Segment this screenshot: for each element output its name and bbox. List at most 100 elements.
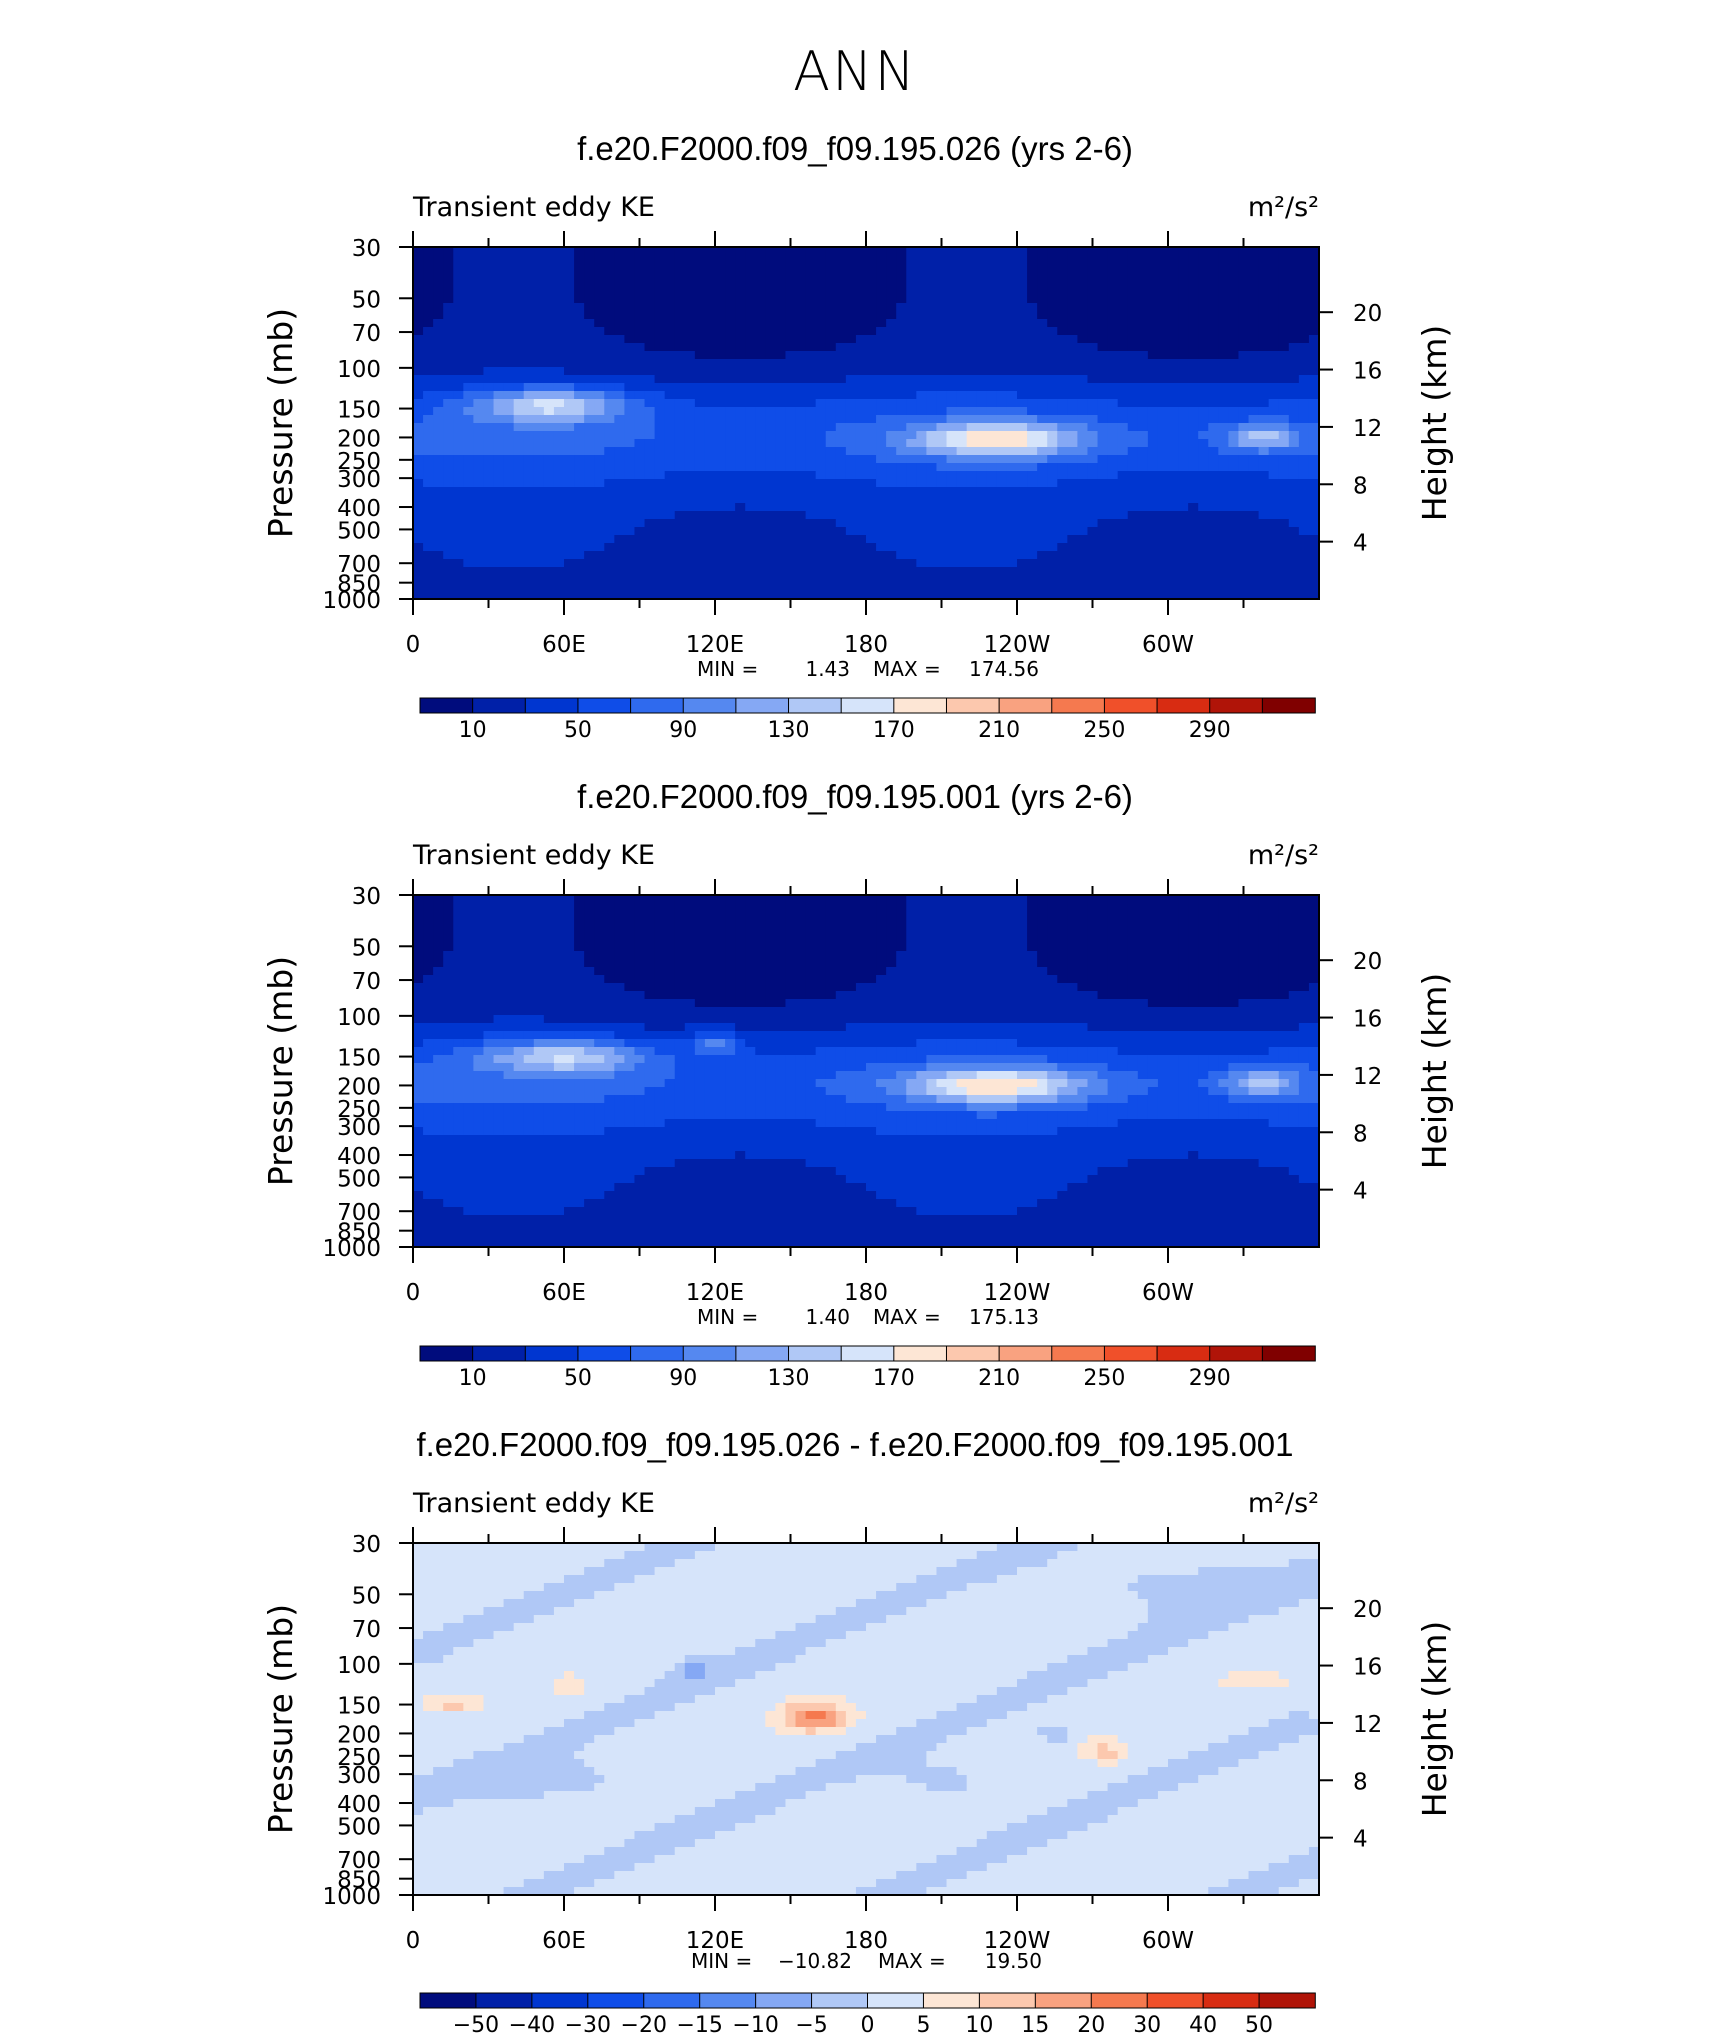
heatmap-cell [725,583,736,592]
heatmap-cell [684,375,696,384]
heatmap-cell [684,559,696,568]
heatmap-cell [1117,295,1129,304]
heatmap-cell [584,943,595,952]
heatmap-cell [815,303,827,312]
heatmap-cell [1057,247,1068,256]
heatmap-cell [694,343,706,352]
heatmap-cell [886,511,897,520]
heatmap-cell [1278,575,1290,584]
heatmap-cell [684,423,696,432]
heatmap-cell [704,287,716,296]
heatmap-cell [463,951,474,960]
heatmap-cell [513,551,525,560]
heatmap-cell [936,423,948,432]
heatmap-cell [654,375,666,384]
heatmap-cell [1117,455,1129,464]
heatmap-cell [956,295,968,304]
heatmap-cell [1188,527,1199,536]
heatmap-cell [896,895,907,904]
heatmap-cell [1027,919,1038,928]
heatmap-cell [664,415,676,424]
heatmap-cell [1268,271,1280,280]
heatmap-cell [876,487,887,496]
heatmap-cell [634,935,646,944]
heatmap-cell [1258,383,1270,392]
heatmap-cell [745,303,756,312]
heatmap-cell [795,487,807,496]
heatmap-cell [1077,895,1089,904]
heatmap-cell [926,383,938,392]
heatmap-cell [1157,367,1169,376]
heatmap-cell [906,927,917,936]
heatmap-cell [704,359,716,368]
heatmap-cell [835,439,847,448]
heatmap-cell [755,559,766,568]
heatmap-cell [785,503,797,512]
heatmap-cell [584,463,595,472]
heatmap-cell [513,383,525,392]
heatmap-cell [1087,439,1099,448]
heatmap-cell [1127,551,1139,560]
heatmap-cell [876,383,887,392]
heatmap-cell [483,479,495,488]
heatmap-cell [483,911,495,920]
heatmap-cell [1107,279,1119,288]
heatmap-cell [906,287,917,296]
heatmap-cell [1298,535,1310,544]
heatmap-cell [1248,919,1260,928]
heatmap-cell [1017,351,1028,360]
heatmap-cell [503,487,515,496]
heatmap-cell [1198,495,1209,504]
heatmap-cell [644,935,656,944]
heatmap-cell [745,535,756,544]
heatmap-cell [1168,343,1179,352]
heatmap-cell [664,463,676,472]
colorbar-swatch [1261,697,1316,714]
heatmap-cell [694,591,706,600]
heatmap-cell [855,423,867,432]
heatmap-cell [493,255,505,264]
heatmap-cell [946,343,958,352]
heatmap-cell [533,511,545,520]
heatmap-cell [876,935,887,944]
heatmap-cell [654,559,666,568]
heatmap-cell [845,479,857,488]
heatmap-cell [876,327,887,336]
heatmap-cell [503,543,515,552]
heatmap-cell [674,479,686,488]
heatmap-cell [553,375,565,384]
heatmap-cell [473,943,485,952]
heatmap-cell [1288,367,1300,376]
heatmap-cell [936,399,948,408]
heatmap-cell [896,511,907,520]
heatmap-cell [976,399,988,408]
heatmap-cell [584,959,595,968]
heatmap-cell [1077,271,1089,280]
heatmap-cell [976,967,988,976]
heatmap-cell [825,407,837,416]
heatmap-cell [1157,351,1169,360]
heatmap-cell [1188,327,1199,336]
heatmap-cell [805,559,817,568]
heatmap-cell [936,575,948,584]
heatmap-cell [886,319,897,328]
heatmap-cell [795,935,807,944]
heatmap-cell [674,279,686,288]
heatmap-cell [564,351,575,360]
heatmap-cell [906,279,917,288]
heatmap-cell [926,263,938,272]
heatmap-cell [795,255,807,264]
heatmap-cell [916,359,927,368]
heatmap-cell [1037,423,1048,432]
heatmap-cell [604,927,615,936]
heatmap-cell [473,527,485,536]
panel-1-y-axis-label: Pressure (mb) [261,308,300,538]
heatmap-cell [543,975,555,984]
heatmap-cell [745,895,756,904]
heatmap-cell [916,287,927,296]
heatmap-cell [1238,551,1250,560]
heatmap-cell [835,959,847,968]
heatmap-cell [825,327,837,336]
heatmap-cell [1117,415,1129,424]
heatmap-cell [1198,519,1209,528]
